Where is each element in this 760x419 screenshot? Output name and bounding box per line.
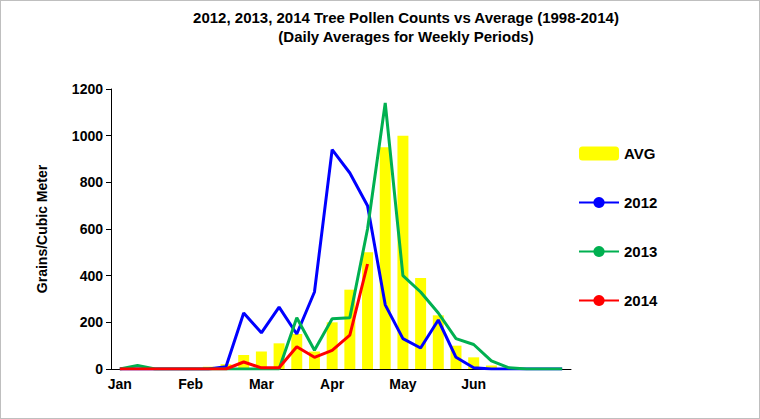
svg-text:2012, 2013, 2014 Tree Pollen C: 2012, 2013, 2014 Tree Pollen Counts vs A…	[193, 9, 619, 26]
svg-text:Jun: Jun	[461, 376, 486, 392]
svg-text:May: May	[389, 376, 416, 392]
svg-text:2012: 2012	[624, 194, 657, 211]
svg-text:AVG: AVG	[624, 145, 655, 162]
svg-text:Grains/Cubic Meter: Grains/Cubic Meter	[34, 164, 50, 293]
svg-text:Apr: Apr	[320, 376, 345, 392]
svg-text:(Daily Averages for Weekly Per: (Daily Averages for Weekly Periods)	[278, 28, 533, 45]
svg-text:800: 800	[80, 174, 104, 190]
svg-text:400: 400	[80, 268, 104, 284]
svg-text:Jan: Jan	[108, 376, 132, 392]
svg-text:1200: 1200	[72, 81, 103, 97]
svg-text:Feb: Feb	[178, 376, 203, 392]
svg-text:1000: 1000	[72, 128, 103, 144]
svg-text:0: 0	[95, 361, 103, 377]
svg-text:2014: 2014	[624, 292, 658, 309]
svg-text:600: 600	[80, 221, 104, 237]
svg-text:Mar: Mar	[249, 376, 274, 392]
svg-text:200: 200	[80, 314, 104, 330]
svg-text:2013: 2013	[624, 243, 657, 260]
